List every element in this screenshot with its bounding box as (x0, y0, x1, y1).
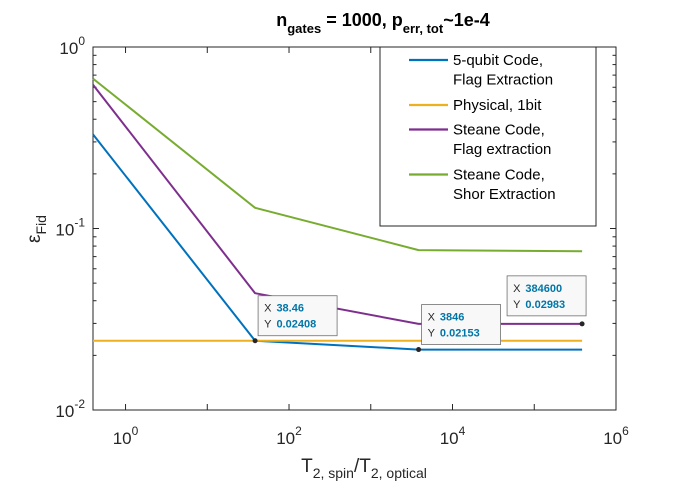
datatip-marker (579, 321, 585, 327)
datatip-box (421, 304, 501, 345)
x-axis-label: T2, spin/T2, optical (301, 456, 427, 481)
legend-box (379, 46, 597, 227)
legend-label: Physical, 1bit (453, 97, 542, 114)
legend-label: Steane Code, (453, 167, 545, 184)
datatip-x-text: X 384600 (513, 283, 562, 295)
y-tick-label: 10-1 (55, 216, 85, 240)
datatip-x-text: X 3846 (428, 312, 465, 324)
y-tick-label: 10-2 (55, 397, 85, 421)
datatip-marker (252, 338, 258, 344)
datatip-box (506, 275, 587, 317)
x-tick-label: 100 (113, 424, 139, 448)
x-tick-label: 102 (276, 424, 302, 448)
y-axis-label: εFid (24, 215, 49, 243)
legend: 5-qubit Code, Flag Extraction Physical, 1b… (379, 46, 597, 227)
x-tick-label: 104 (440, 424, 466, 448)
datatip-x-text: X 38.46 (264, 303, 304, 315)
datatip-box (257, 295, 338, 337)
legend-label: Flag extraction (453, 141, 551, 158)
x-tick-label: 106 (603, 424, 629, 448)
legend-label: Steane Code, (453, 122, 545, 139)
y-tick-label: 100 (59, 34, 85, 58)
series-line-3 (92, 77, 583, 253)
datatip-marker (416, 347, 422, 353)
legend-label: 5-qubit Code, (453, 52, 543, 69)
axis-tick-labels: 100 102 104 106 10-2 10-1 100 (55, 34, 629, 448)
legend-label: Shor Extraction (453, 186, 556, 203)
chart-title: ngates = 1000, perr, tot~1e-4 (276, 10, 490, 36)
series-line-0 (92, 133, 583, 351)
axis-ticks (93, 46, 617, 411)
datatips: X 38.46 Y 0.02408 X 3846 Y 0.02153 X 384600 Y 0.029… (252, 275, 587, 353)
legend-label: Flag Extraction (453, 72, 553, 89)
datatip-y-text: Y 0.02408 (264, 319, 316, 331)
datatip-y-text: Y 0.02983 (513, 299, 565, 311)
datatip-y-text: Y 0.02153 (428, 328, 480, 340)
